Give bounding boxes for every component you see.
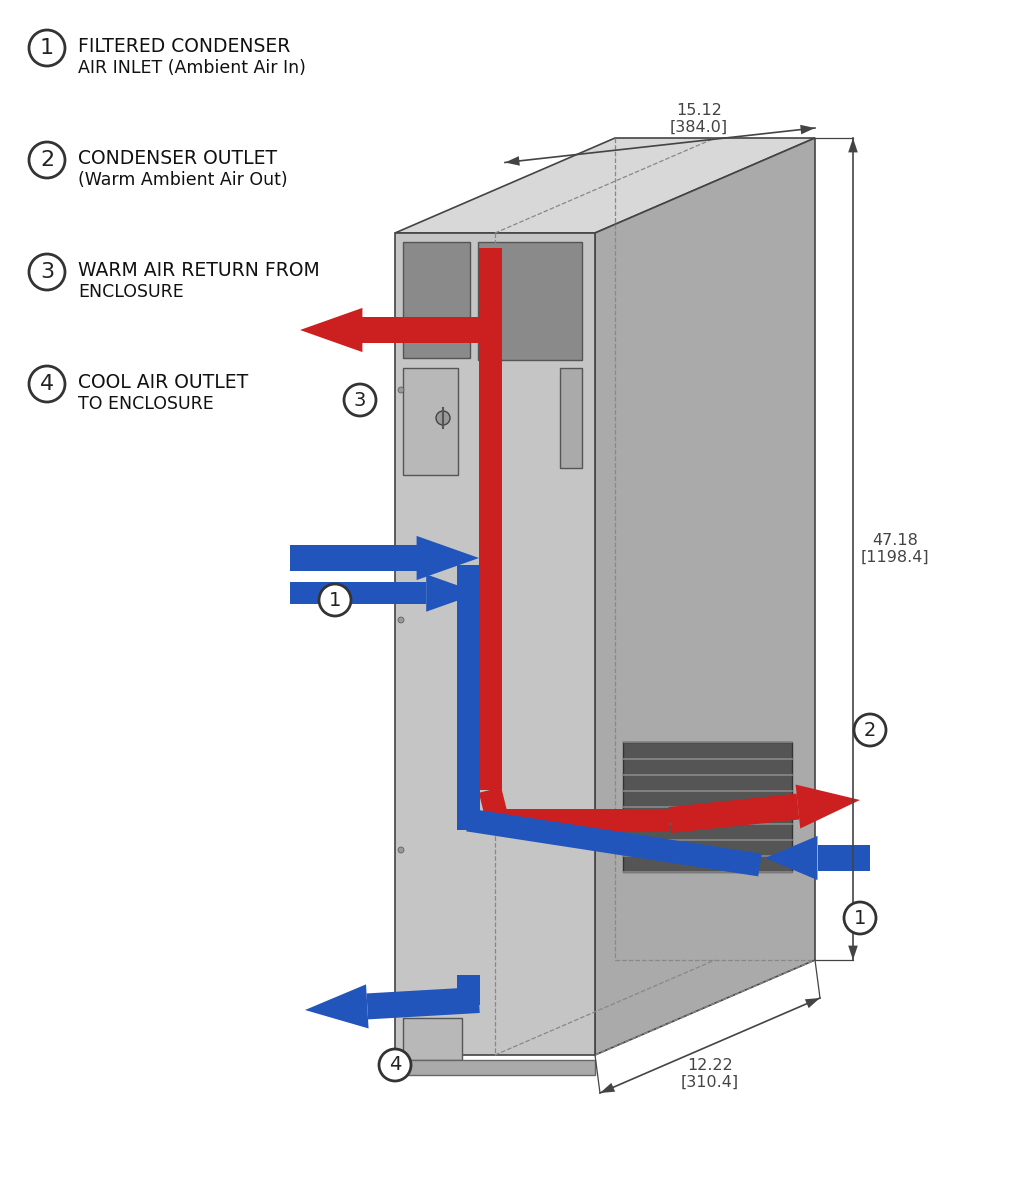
- Text: 4: 4: [40, 374, 54, 394]
- Polygon shape: [669, 794, 800, 833]
- Text: 1: 1: [854, 909, 866, 927]
- Polygon shape: [595, 138, 815, 1055]
- Text: 2: 2: [864, 721, 877, 740]
- Polygon shape: [505, 156, 520, 165]
- Polygon shape: [305, 984, 369, 1029]
- Circle shape: [29, 142, 65, 178]
- Circle shape: [844, 902, 876, 935]
- Text: FILTERED CONDENSER: FILTERED CONDENSER: [78, 37, 291, 55]
- Circle shape: [398, 387, 404, 393]
- Circle shape: [436, 411, 450, 425]
- Text: AIR INLET (Ambient Air In): AIR INLET (Ambient Air In): [78, 59, 306, 77]
- Circle shape: [29, 30, 65, 66]
- Polygon shape: [796, 785, 860, 828]
- Text: 12.22
[310.4]: 12.22 [310.4]: [681, 1057, 739, 1090]
- Polygon shape: [457, 975, 479, 1005]
- Circle shape: [29, 366, 65, 402]
- Polygon shape: [600, 1083, 615, 1093]
- Circle shape: [854, 714, 886, 746]
- Circle shape: [379, 1049, 411, 1081]
- Circle shape: [398, 617, 404, 623]
- Polygon shape: [457, 565, 479, 830]
- Circle shape: [29, 254, 65, 290]
- Polygon shape: [478, 242, 582, 360]
- Text: 15.12
[384.0]: 15.12 [384.0]: [670, 103, 728, 135]
- Polygon shape: [800, 125, 815, 135]
- Text: WARM AIR RETURN FROM: WARM AIR RETURN FROM: [78, 261, 319, 280]
- Polygon shape: [848, 138, 858, 152]
- Polygon shape: [290, 582, 426, 604]
- Text: 2: 2: [40, 150, 54, 170]
- Text: TO ENCLOSURE: TO ENCLOSURE: [78, 395, 214, 413]
- Text: ENCLOSURE: ENCLOSURE: [78, 283, 183, 301]
- Polygon shape: [623, 742, 792, 872]
- Polygon shape: [395, 232, 595, 1055]
- Text: 4: 4: [389, 1055, 401, 1075]
- Text: 47.18
[1198.4]: 47.18 [1198.4]: [861, 533, 930, 565]
- Polygon shape: [395, 1060, 595, 1075]
- Polygon shape: [478, 248, 502, 789]
- Polygon shape: [560, 368, 582, 468]
- Text: CONDENSER OUTLET: CONDENSER OUTLET: [78, 149, 278, 168]
- Text: (Warm Ambient Air Out): (Warm Ambient Air Out): [78, 171, 288, 189]
- Polygon shape: [479, 787, 511, 833]
- Circle shape: [398, 847, 404, 853]
- Text: 1: 1: [329, 590, 341, 610]
- Polygon shape: [403, 1018, 462, 1060]
- Polygon shape: [403, 368, 458, 476]
- Polygon shape: [362, 317, 501, 343]
- Text: 3: 3: [354, 391, 367, 409]
- Polygon shape: [417, 536, 479, 581]
- Polygon shape: [426, 575, 479, 611]
- Polygon shape: [403, 242, 470, 358]
- Polygon shape: [300, 308, 362, 352]
- Polygon shape: [466, 808, 762, 877]
- Polygon shape: [367, 986, 480, 1020]
- Text: 3: 3: [40, 262, 54, 282]
- Polygon shape: [500, 808, 670, 832]
- Circle shape: [344, 384, 376, 417]
- Text: 1: 1: [40, 38, 54, 58]
- Text: COOL AIR OUTLET: COOL AIR OUTLET: [78, 373, 248, 392]
- Polygon shape: [805, 998, 820, 1008]
- Polygon shape: [395, 138, 815, 232]
- Polygon shape: [290, 545, 417, 571]
- Polygon shape: [765, 835, 817, 880]
- Polygon shape: [848, 945, 858, 961]
- Circle shape: [319, 584, 351, 616]
- Polygon shape: [817, 845, 870, 871]
